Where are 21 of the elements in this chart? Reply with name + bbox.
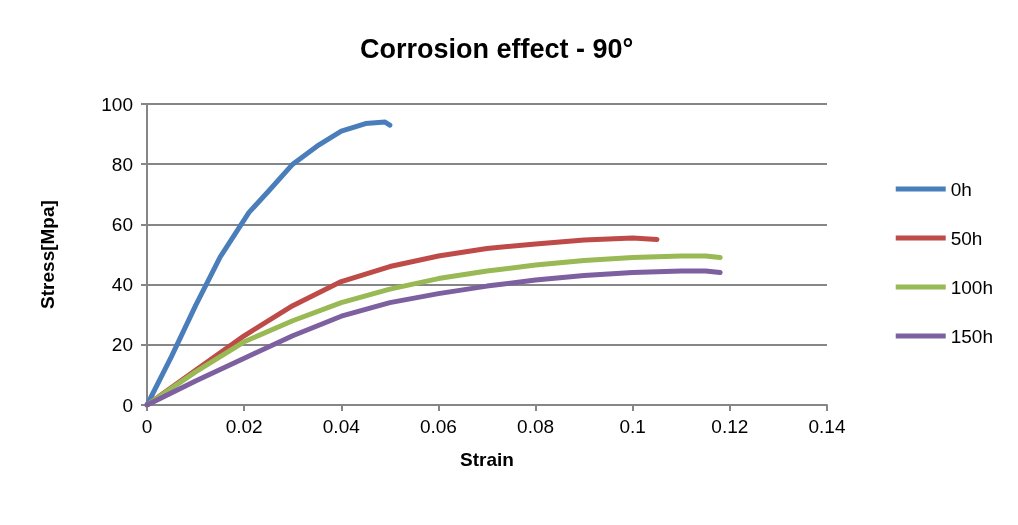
x-axis-title: Strain xyxy=(460,449,514,470)
x-tick-label: 0.12 xyxy=(711,416,749,437)
y-axis-title: Stress[Mpa] xyxy=(37,200,58,309)
legend-label: 50h xyxy=(950,227,983,249)
x-tick-label: 0.14 xyxy=(808,416,846,437)
legend-label: 150h xyxy=(950,325,994,347)
x-tick-label: 0.1 xyxy=(619,416,646,437)
x-tick-label: 0.02 xyxy=(225,416,263,437)
chart-title: Corrosion effect - 90° xyxy=(360,33,634,64)
y-tick-label: 100 xyxy=(101,93,133,115)
y-tick-label: 20 xyxy=(111,334,133,356)
y-tick-label: 40 xyxy=(111,274,133,296)
y-tick-label: 80 xyxy=(111,153,133,175)
y-tick-label: 0 xyxy=(122,394,133,416)
x-tick-label: 0.04 xyxy=(322,416,361,437)
y-tick-label: 60 xyxy=(111,213,133,235)
x-tick-label: 0.06 xyxy=(419,416,457,437)
x-tick-label: 0.08 xyxy=(517,416,555,437)
legend-label: 100h xyxy=(950,276,994,298)
x-tick-label: 0 xyxy=(141,416,153,437)
legend-label: 0h xyxy=(950,178,972,200)
